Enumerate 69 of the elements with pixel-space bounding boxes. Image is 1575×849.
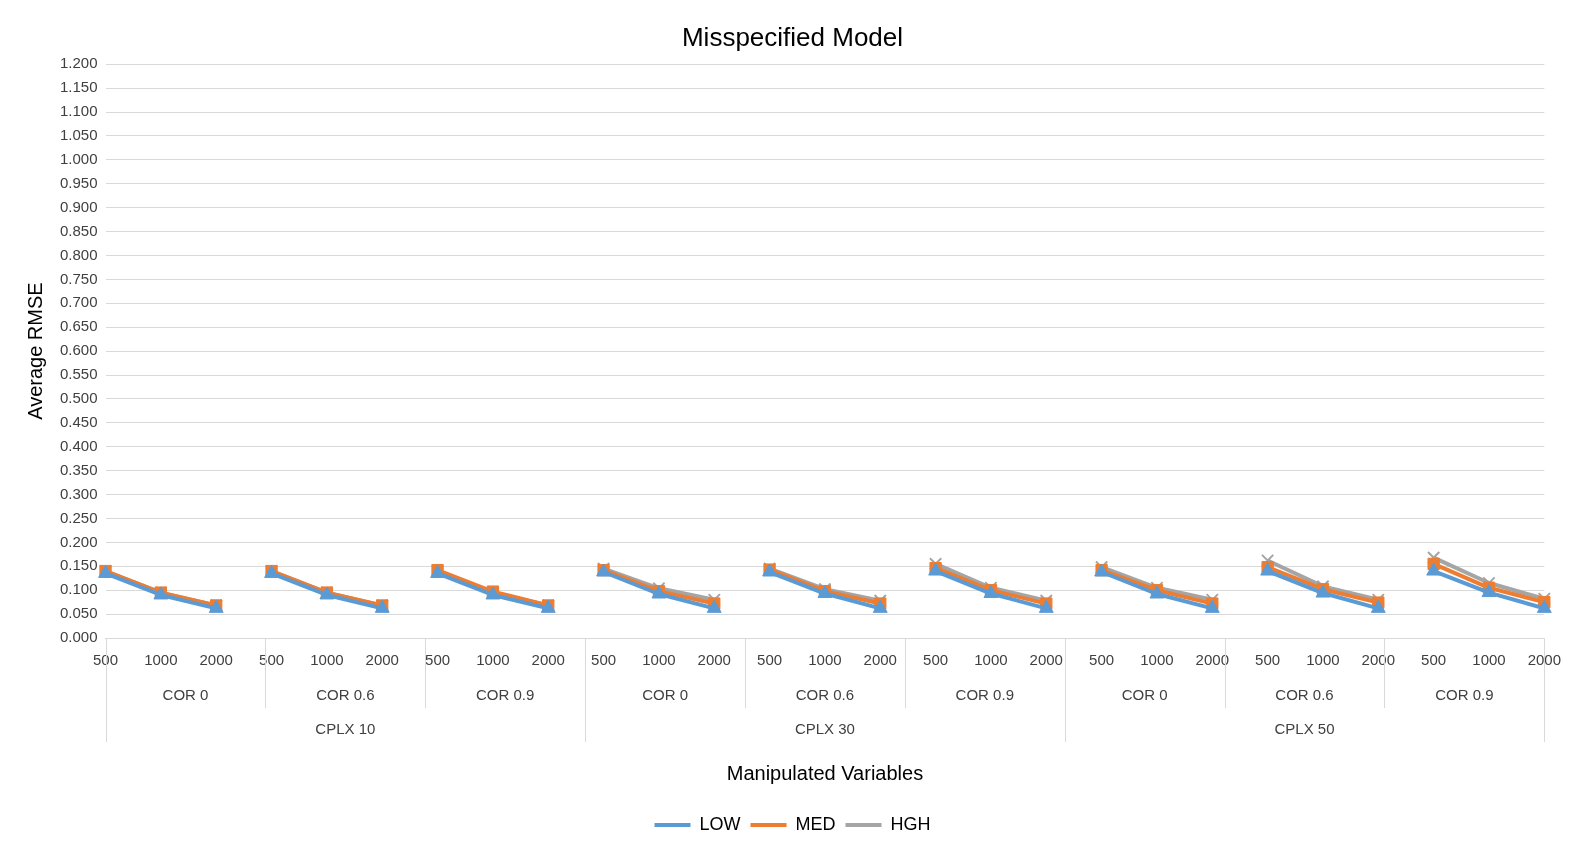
x-tick-label: 2000 [863,651,897,669]
legend-label: HGH [890,813,931,834]
x-tick-label: 2000 [1361,651,1395,669]
text: COR 0.9 [955,686,1014,704]
x-tick-label: 500 [923,651,949,669]
x-tick-label: 500 [591,651,617,669]
text: COR 0.9 [1435,686,1494,704]
y-tick-label: 1.150 [59,78,98,96]
y-tick-label: 0.200 [59,532,98,550]
x-tick-label: 2000 [531,651,565,669]
legend-label: LOW [699,813,741,834]
y-tick-label: 0.300 [59,484,98,502]
x-tick-label: 1000 [144,651,178,669]
x-tick-label: 1000 [476,651,510,669]
x-tick-label: 1000 [974,651,1008,669]
y-tick-label: 0.500 [59,389,98,407]
text: COR 0.6 [795,686,855,704]
y-tick-label: 0.350 [59,460,98,478]
x-tick-label: 1000 [642,651,676,669]
x-tick-label: 500 [1421,651,1447,669]
x-tick-label: 1000 [1306,651,1340,669]
text: COR 0.9 [476,686,535,704]
y-tick-label: 0.950 [59,173,98,191]
y-tick-label: 0.150 [59,556,98,574]
y-tick-label: 0.600 [59,341,98,359]
text: COR 0 [1121,686,1168,704]
x-tick-label: 500 [425,651,451,669]
x-tick-label: 1000 [808,651,842,669]
y-tick-label: 0.400 [59,436,98,454]
text: COR 0 [642,686,688,704]
y-tick-label: 1.200 [59,54,98,72]
y-tick-label: 1.050 [59,126,98,144]
y-tick-label: 0.850 [59,221,98,239]
y-tick-label: 1.100 [59,102,98,120]
x-tick-label: 500 [757,651,783,669]
x-tick-label: 2000 [697,651,731,669]
x-tick-label: 1000 [1140,651,1174,669]
text: COR 0.6 [316,686,375,704]
x-tick-label: 500 [1255,651,1281,669]
chart-title: Misspecified Model [681,21,904,52]
legend-label: MED [795,813,836,834]
text: COR 0.6 [1275,686,1334,704]
y-tick-label: 0.550 [59,365,98,383]
x-tick-label: 1000 [310,651,344,669]
text: COR 0 [162,686,209,704]
y-tick-label: 0.700 [59,293,98,311]
y-tick-label: 0.800 [59,245,98,263]
y-tick-label: 0.450 [59,412,98,430]
y-tick-label: 1.000 [59,149,98,167]
y-axis-title: Average RMSE [23,282,46,420]
x-axis-title: Manipulated Variables [726,761,924,784]
x-tick-label: 2000 [199,651,233,669]
y-tick-label: 0.900 [59,197,98,215]
y-tick-label: 0.000 [59,628,98,646]
y-tick-label: 0.050 [59,604,98,622]
y-tick-label: 0.750 [59,269,98,287]
x-tick-label: 2000 [1195,651,1229,669]
text: CPLX 30 [794,720,855,738]
y-tick-label: 0.250 [59,508,98,526]
x-tick-label: 1000 [1472,651,1506,669]
y-tick-label: 0.650 [59,317,98,335]
x-tick-label: 2000 [1527,651,1561,669]
y-tick-label: 0.100 [59,580,98,598]
text: CPLX 10 [315,720,376,738]
x-tick-label: 2000 [1029,651,1063,669]
x-tick-label: 500 [1089,651,1115,669]
x-tick-label: 500 [93,651,119,669]
x-tick-label: 2000 [365,651,399,669]
text: CPLX 50 [1274,720,1335,738]
